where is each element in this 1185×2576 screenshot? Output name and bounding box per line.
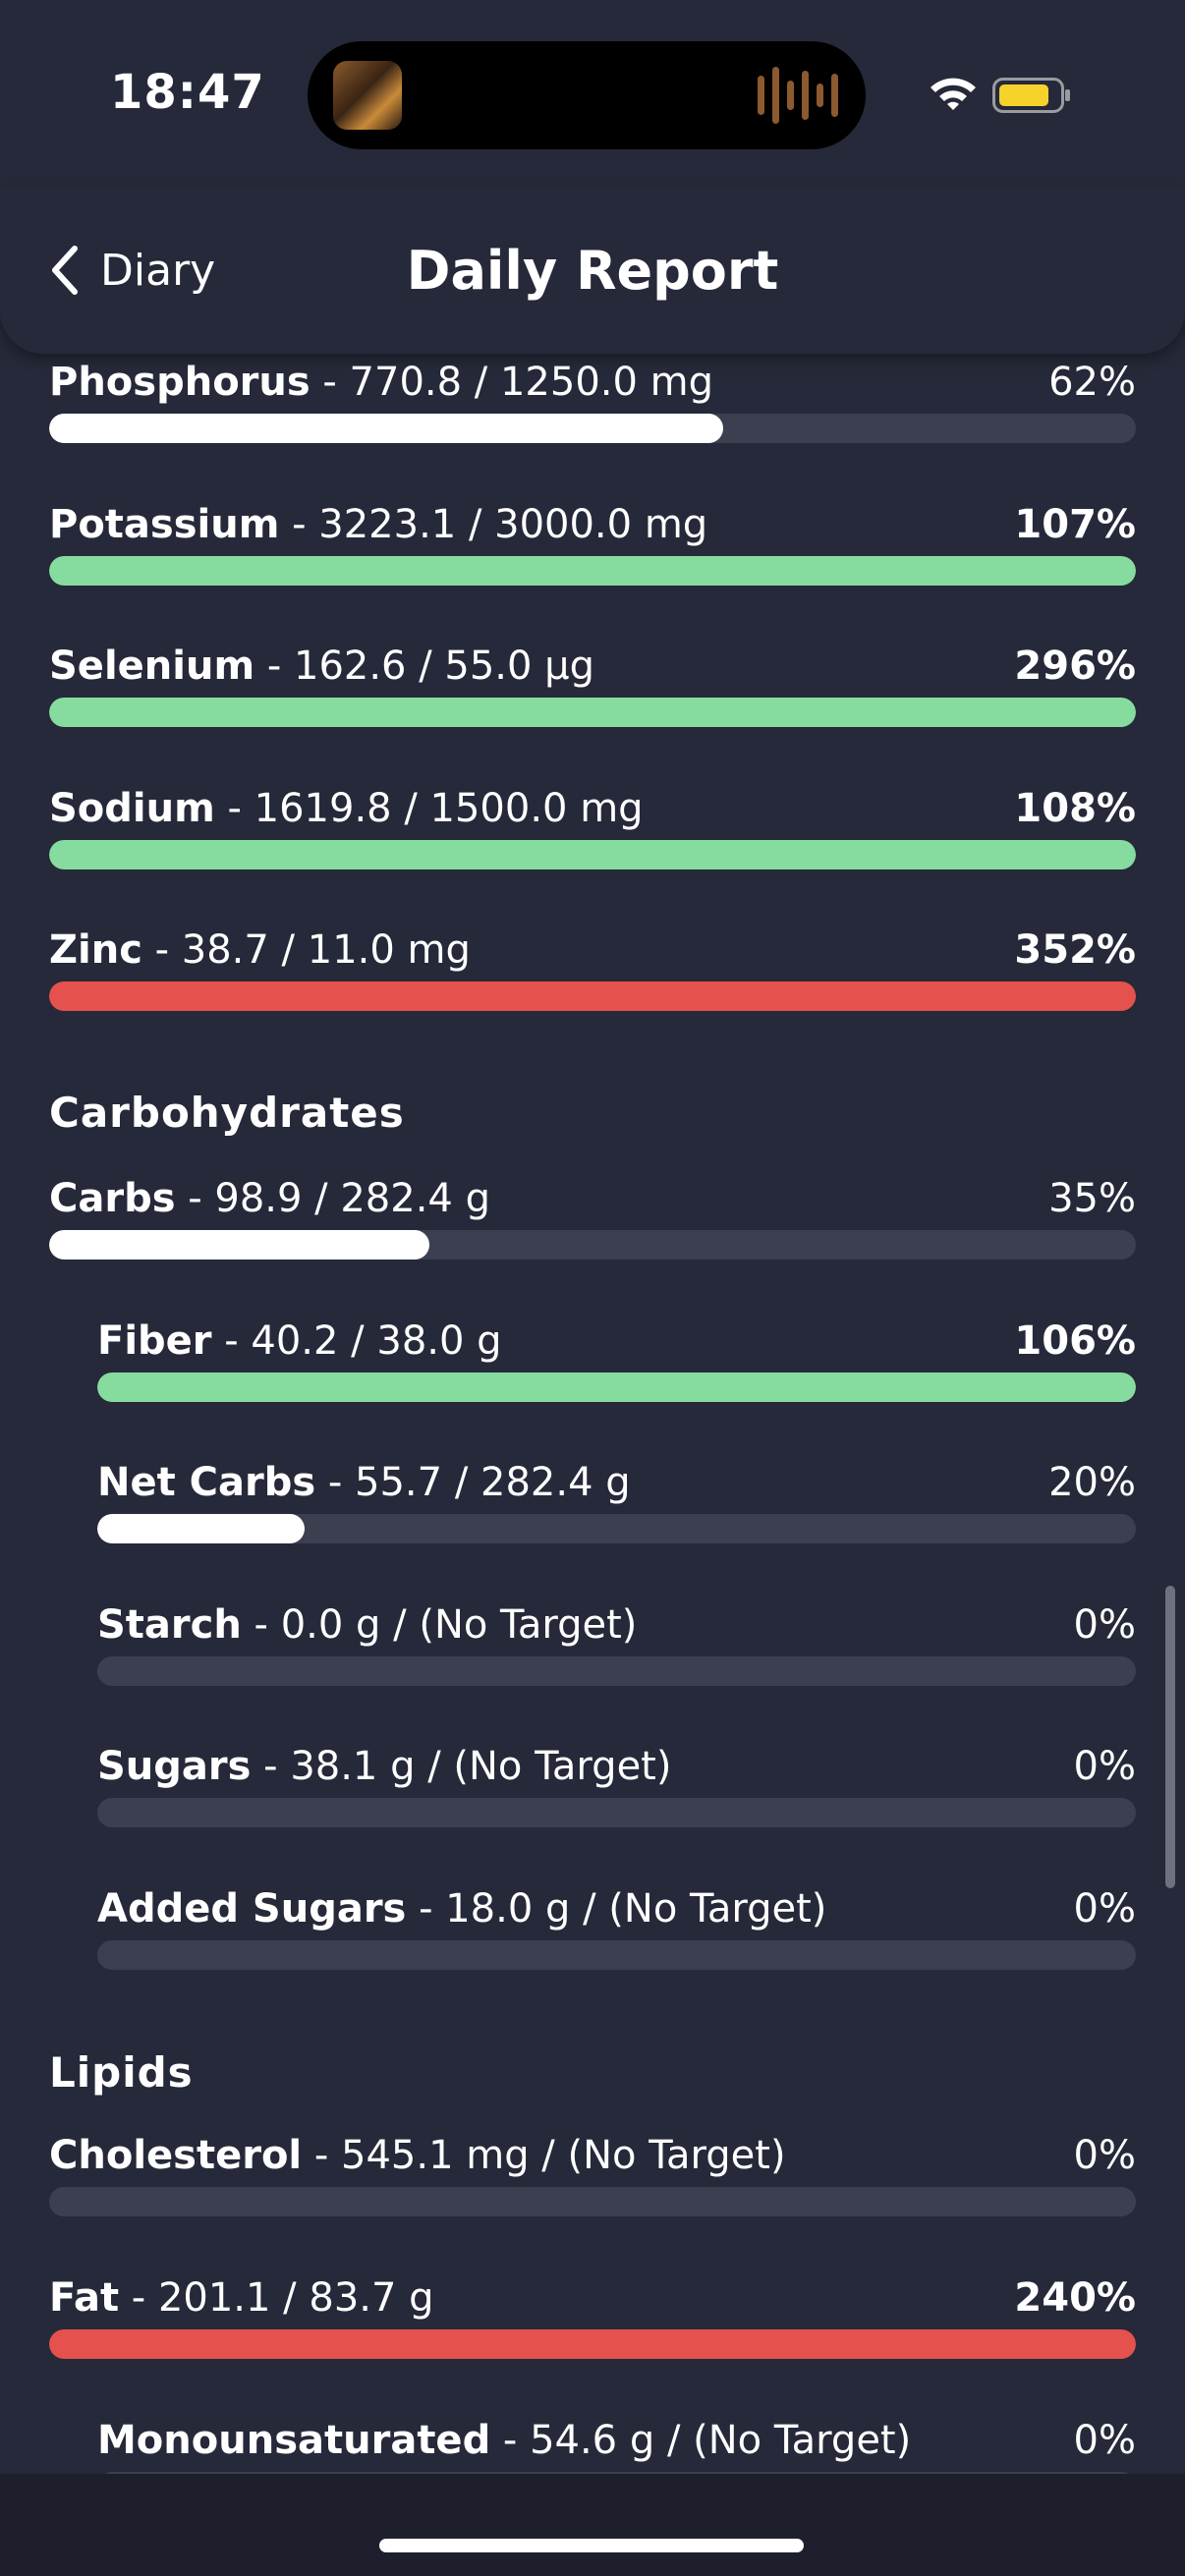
nutrient-name: Net Carbs — [97, 1460, 316, 1505]
home-indicator-area — [0, 2474, 1185, 2576]
nutrient-name: Cholesterol — [49, 2133, 303, 2178]
progress-fill — [49, 556, 1136, 586]
chevron-left-icon — [52, 246, 78, 295]
progress-fill — [49, 414, 723, 443]
nutrient-amount: - 54.6 g / (No Target) — [490, 2418, 912, 2463]
nutrient-percent: 352% — [1014, 927, 1136, 973]
nutrient-name: Starch — [97, 1602, 242, 1648]
nutrient-row-sodium[interactable]: Sodium - 1619.8 / 1500.0 mg 108% — [49, 779, 1136, 887]
page-title: Daily Report — [406, 240, 779, 302]
nutrient-name: Zinc — [49, 927, 142, 973]
progress-bar — [49, 2187, 1136, 2216]
nutrient-amount: - 201.1 / 83.7 g — [119, 2275, 434, 2321]
nutrient-name: Phosphorus — [49, 360, 310, 405]
progress-bar — [49, 556, 1136, 586]
progress-fill — [49, 2329, 1136, 2359]
nutrient-name: Fiber — [97, 1318, 212, 1364]
back-label: Diary — [100, 245, 216, 296]
nutrient-name: Carbs — [49, 1176, 176, 1221]
nutrient-name: Added Sugars — [97, 1886, 407, 1932]
wifi-icon — [931, 78, 976, 110]
nutrient-percent: 296% — [1014, 644, 1136, 689]
progress-fill — [97, 1514, 306, 1543]
nutrient-amount: - 545.1 mg / (No Target) — [302, 2133, 786, 2178]
progress-bar — [49, 1230, 1136, 1260]
section-title-carbohydrates: Carbohydrates — [49, 1089, 405, 1137]
nutrient-amount: - 0.0 g / (No Target) — [241, 1602, 638, 1648]
progress-bar — [49, 698, 1136, 727]
progress-fill — [97, 1372, 1136, 1402]
nutrient-amount: - 98.9 / 282.4 g — [175, 1176, 490, 1221]
progress-bar — [49, 981, 1136, 1011]
nutrient-name: Selenium — [49, 644, 255, 689]
nutrient-row-selenium[interactable]: Selenium - 162.6 / 55.0 μg 296% — [49, 637, 1136, 745]
progress-bar — [97, 1372, 1136, 1402]
nutrient-amount: - 770.8 / 1250.0 mg — [310, 360, 713, 405]
back-button[interactable]: Diary — [47, 236, 215, 305]
nutrient-row-net-carbs[interactable]: Net Carbs - 55.7 / 282.4 g 20% — [97, 1453, 1136, 1561]
nutrient-amount: - 18.0 g / (No Target) — [406, 1886, 827, 1932]
progress-fill — [49, 840, 1136, 869]
progress-bar — [97, 1514, 1136, 1543]
nutrient-percent: 0% — [1073, 1602, 1136, 1648]
now-playing-artwork — [333, 61, 402, 130]
nutrient-row-fiber[interactable]: Fiber - 40.2 / 38.0 g 106% — [97, 1312, 1136, 1420]
nutrient-row-phosphorus[interactable]: Phosphorus - 770.8 / 1250.0 mg 62% — [49, 353, 1136, 461]
progress-bar — [49, 414, 1136, 443]
nutrient-percent: 240% — [1014, 2275, 1136, 2321]
nutrient-percent: 62% — [1048, 360, 1136, 405]
nutrient-amount: - 3223.1 / 3000.0 mg — [279, 502, 708, 547]
nutrient-amount: - 1619.8 / 1500.0 mg — [214, 786, 644, 831]
nutrient-amount: - 38.1 g / (No Target) — [251, 1744, 672, 1789]
nav-header: Diary Daily Report — [0, 187, 1185, 354]
status-bar: 18:47 — [0, 0, 1185, 187]
progress-bar — [49, 2329, 1136, 2359]
nutrient-row-cholesterol[interactable]: Cholesterol - 545.1 mg / (No Target) 0% — [49, 2126, 1136, 2234]
progress-bar — [97, 1798, 1136, 1827]
dynamic-island[interactable] — [308, 41, 866, 149]
progress-fill — [49, 1230, 430, 1260]
nutrient-row-zinc[interactable]: Zinc - 38.7 / 11.0 mg 352% — [49, 921, 1136, 1029]
nutrient-name: Sugars — [97, 1744, 252, 1789]
nutrient-row-potassium[interactable]: Potassium - 3223.1 / 3000.0 mg 107% — [49, 495, 1136, 603]
battery-icon — [992, 78, 1070, 113]
status-time: 18:47 — [110, 65, 265, 120]
progress-fill — [49, 698, 1136, 727]
nutrient-amount: - 55.7 / 282.4 g — [315, 1460, 631, 1505]
nutrient-percent: 106% — [1014, 1318, 1136, 1364]
progress-bar — [49, 840, 1136, 869]
nutrient-row-starch[interactable]: Starch - 0.0 g / (No Target) 0% — [97, 1596, 1136, 1704]
nutrient-percent: 0% — [1073, 2418, 1136, 2463]
nutrient-percent: 108% — [1014, 786, 1136, 831]
scrollbar[interactable] — [1165, 1586, 1175, 1888]
nutrient-name: Sodium — [49, 786, 215, 831]
nutrient-percent: 35% — [1048, 1176, 1136, 1221]
section-title-lipids: Lipids — [49, 2048, 194, 2097]
nutrient-amount: - 38.7 / 11.0 mg — [141, 927, 471, 973]
progress-bar — [97, 1940, 1136, 1970]
audio-waveform-icon — [758, 67, 838, 124]
nutrient-name: Fat — [49, 2275, 120, 2321]
home-indicator[interactable] — [379, 2539, 804, 2552]
nutrient-percent: 0% — [1073, 2133, 1136, 2178]
nutrient-amount: - 40.2 / 38.0 g — [211, 1318, 502, 1364]
nutrient-name: Potassium — [49, 502, 280, 547]
nutrient-percent: 0% — [1073, 1886, 1136, 1932]
nutrient-percent: 20% — [1048, 1460, 1136, 1505]
progress-bar — [97, 1656, 1136, 1686]
nutrient-row-added-sugars[interactable]: Added Sugars - 18.0 g / (No Target) 0% — [97, 1879, 1136, 1988]
nutrient-row-sugars[interactable]: Sugars - 38.1 g / (No Target) 0% — [97, 1737, 1136, 1845]
progress-fill — [49, 981, 1136, 1011]
nutrient-row-fat[interactable]: Fat - 201.1 / 83.7 g 240% — [49, 2268, 1136, 2377]
nutrient-name: Monounsaturated — [97, 2418, 491, 2463]
nutrient-percent: 107% — [1014, 502, 1136, 547]
nutrient-row-carbs[interactable]: Carbs - 98.9 / 282.4 g 35% — [49, 1169, 1136, 1277]
nutrient-amount: - 162.6 / 55.0 μg — [254, 644, 595, 689]
nutrient-percent: 0% — [1073, 1744, 1136, 1789]
